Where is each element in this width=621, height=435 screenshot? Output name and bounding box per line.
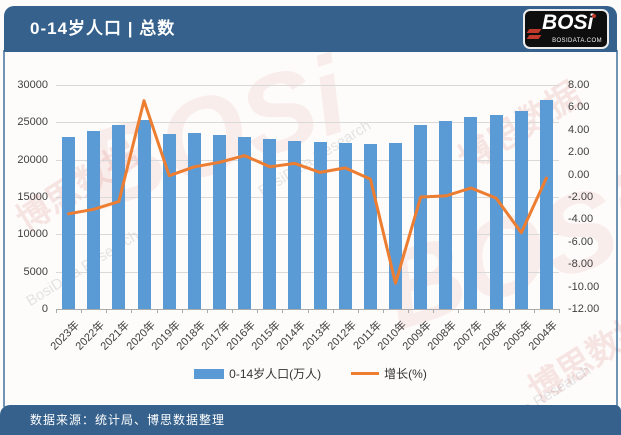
legend-item-growth: 增长(%) (351, 365, 427, 382)
legend-item-population: 0-14岁人口(万人) (194, 365, 321, 382)
gridline (56, 234, 559, 236)
bosi-logo: BOSi BOSIDATA.COM (523, 9, 609, 49)
y-axis-label-right: 4.00 (568, 123, 590, 136)
logo-stripes-icon (526, 29, 542, 33)
population-bar (62, 136, 76, 309)
y-axis-label-right: 2.00 (568, 146, 590, 159)
x-axis-tick-mark (56, 309, 57, 313)
x-axis-tick-mark (533, 309, 535, 313)
y-axis-label-right: -12.00 (568, 303, 600, 315)
page-title: 0-14岁人口 | 总数 (30, 19, 176, 38)
x-axis-tick-mark (458, 309, 460, 313)
population-bar (439, 121, 453, 309)
logo-stripes-icon (526, 35, 542, 39)
x-axis-tick-mark (131, 309, 133, 313)
footer-bar: 数据来源：统计局、博思数据整理 (0, 405, 621, 435)
y-axis-label-right: -6.00 (568, 235, 594, 248)
y-axis-label-left: 30000 (17, 79, 48, 91)
population-bar (112, 124, 126, 309)
growth-line (67, 99, 548, 285)
header-bar: 0-14岁人口 | 总数 BOSi BOSIDATA.COM (4, 6, 617, 52)
x-axis-tick-mark (307, 309, 309, 313)
y-axis-label-left: 5000 (23, 265, 48, 278)
gridline (56, 122, 559, 124)
x-axis-tick-mark (559, 309, 560, 313)
y-axis-label-left: 20000 (17, 153, 48, 166)
x-axis-tick-mark (357, 309, 359, 313)
population-bar (414, 124, 428, 309)
population-bar (464, 117, 478, 309)
legend-label: 增长(%) (384, 367, 427, 381)
gridline (56, 197, 559, 198)
y-axis-label-right: 8.00 (568, 79, 590, 91)
right-border-line (616, 50, 618, 407)
x-axis-tick-mark (232, 309, 234, 313)
legend-swatch-bar (194, 368, 225, 379)
population-bar (263, 139, 277, 309)
population-bar (212, 134, 226, 309)
y-axis-label-left: 10000 (17, 228, 48, 241)
gridline (56, 271, 559, 273)
legend-label: 0-14岁人口(万人) (229, 367, 322, 381)
y-axis-label-left: 25000 (17, 116, 48, 129)
population-bar (87, 130, 101, 309)
x-axis-tick-mark (282, 309, 284, 313)
population-bar (363, 143, 377, 309)
y-axis-label-left: 0 (41, 303, 48, 315)
x-axis-tick-mark (206, 309, 208, 313)
y-axis-label-right: 0.00 (568, 168, 590, 181)
y-axis-label-right: -2.00 (568, 191, 594, 203)
y-axis-label-left: 15000 (17, 191, 48, 203)
combo-chart: 0-14岁人口(万人) 增长(%) 30000 25000 20000 15000 10… (0, 55, 621, 405)
population-bar (338, 142, 352, 309)
x-axis-tick-mark (508, 309, 510, 313)
x-axis-tick-mark (382, 309, 384, 313)
gridline (56, 85, 559, 86)
data-source-text: 数据来源：统计局、博思数据整理 (30, 413, 226, 427)
x-axis-tick-mark (181, 309, 183, 313)
y-axis-label-right: -10.00 (568, 280, 600, 293)
gridline (56, 159, 559, 161)
legend-swatch-line (351, 372, 380, 375)
population-bar (539, 100, 553, 309)
y-axis-label-right: -8.00 (568, 258, 594, 271)
logo-brand-text: BOSi (542, 11, 597, 34)
population-bar (514, 111, 528, 309)
growth-line-path (67, 99, 548, 285)
population-bar (187, 133, 201, 309)
population-bar (162, 133, 176, 309)
population-bar (238, 136, 252, 309)
population-bar (489, 115, 503, 309)
plot-area (56, 85, 560, 313)
left-border-line (3, 50, 5, 407)
x-axis-tick-mark (433, 309, 435, 313)
x-axis-tick-mark (332, 309, 334, 313)
population-bar (137, 120, 151, 309)
logo-domain-text: BOSIDATA.COM (552, 38, 602, 44)
chart-legend: 0-14岁人口(万人) 增长(%) (0, 365, 621, 382)
y-axis-label-right: 6.00 (568, 101, 590, 114)
x-axis-tick-mark (257, 309, 259, 313)
population-bar (288, 140, 302, 309)
x-axis-tick-mark (156, 309, 158, 313)
x-axis-tick-mark (483, 309, 485, 313)
y-axis-label-right: -4.00 (568, 213, 594, 226)
x-axis-tick-mark (81, 309, 83, 313)
population-bar (313, 142, 327, 309)
x-axis-tick-mark (408, 309, 410, 313)
x-axis-tick-mark (106, 309, 108, 313)
